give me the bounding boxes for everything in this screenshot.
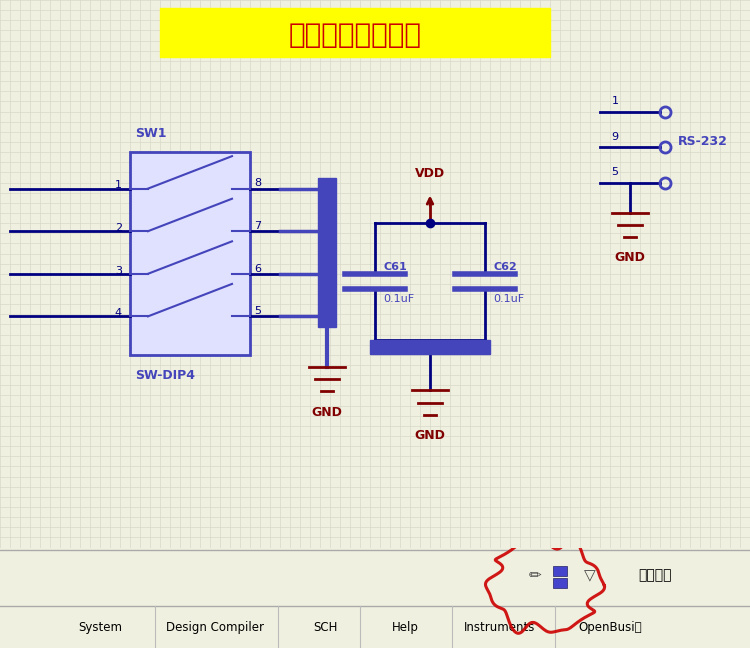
Bar — [553, 578, 567, 588]
Bar — [553, 566, 567, 575]
Text: Help: Help — [392, 621, 418, 634]
Text: 1: 1 — [611, 97, 619, 106]
Text: RS-232: RS-232 — [678, 135, 728, 148]
Text: GND: GND — [614, 251, 646, 264]
Text: Instruments: Instruments — [464, 621, 536, 634]
Bar — [130, 152, 250, 355]
Text: 8: 8 — [254, 178, 261, 189]
Text: 2: 2 — [115, 223, 122, 233]
Text: GND: GND — [311, 406, 343, 419]
Text: GND: GND — [415, 429, 446, 442]
Text: 9: 9 — [611, 132, 619, 142]
Text: System: System — [78, 621, 122, 634]
Text: 3: 3 — [115, 266, 122, 275]
Text: 掩膜级别: 掩膜级别 — [638, 569, 672, 583]
Text: C62: C62 — [493, 262, 517, 272]
Bar — [160, 8, 550, 57]
Bar — [370, 340, 490, 354]
Text: OpenBusi调: OpenBusi调 — [578, 621, 642, 634]
Text: SW-DIP4: SW-DIP4 — [135, 369, 195, 382]
Text: ✏: ✏ — [529, 568, 542, 583]
Text: ▽: ▽ — [584, 568, 596, 583]
Bar — [318, 178, 336, 327]
Text: SW1: SW1 — [135, 128, 166, 141]
Text: VDD: VDD — [415, 167, 445, 181]
Text: 0.1uF: 0.1uF — [493, 294, 524, 304]
Text: 5: 5 — [254, 307, 261, 316]
Text: 0.1uF: 0.1uF — [383, 294, 414, 304]
Text: 5: 5 — [611, 167, 619, 178]
Text: 6: 6 — [254, 264, 261, 273]
Text: 1: 1 — [115, 181, 122, 191]
Text: C61: C61 — [383, 262, 406, 272]
Text: 4: 4 — [115, 308, 122, 318]
Text: SCH: SCH — [313, 621, 338, 634]
Text: Design Compiler: Design Compiler — [166, 621, 264, 634]
Text: 7: 7 — [254, 221, 261, 231]
Text: 原理图中可以这样: 原理图中可以这样 — [289, 21, 422, 49]
